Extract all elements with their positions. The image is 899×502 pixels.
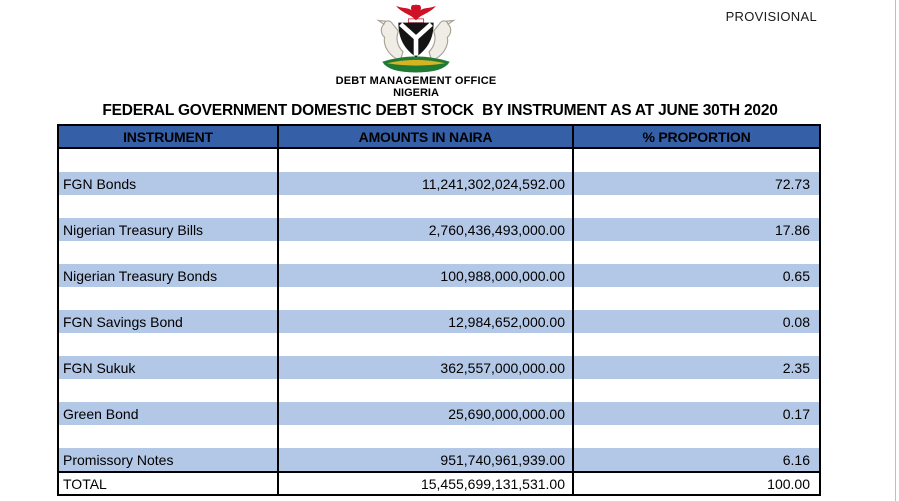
debt-table: INSTRUMENT AMOUNTS IN NAIRA % PROPORTION… xyxy=(57,124,821,496)
nigeria-coat-of-arms-icon xyxy=(376,4,456,73)
instrument-cell: Nigerian Treasury Bonds xyxy=(63,267,218,284)
table-row: FGN Savings Bond 12,984,652,000.00 0.08 xyxy=(59,310,819,333)
amount-cell: 12,984,652,000.00 xyxy=(277,310,574,333)
proportion-cell: 17.86 xyxy=(774,221,810,238)
proportion-cell: 2.35 xyxy=(782,359,810,376)
table-row: FGN Bonds 11,241,302,024,592.00 72.73 xyxy=(59,172,819,195)
amount-cell: 100,988,000,000.00 xyxy=(277,264,574,287)
instrument-cell: FGN Bonds xyxy=(63,175,137,192)
table-row: FGN Sukuk 362,557,000,000.00 2.35 xyxy=(59,356,819,379)
total-label: TOTAL xyxy=(63,475,107,492)
proportion-cell: 6.16 xyxy=(782,451,810,468)
total-proportion: 100.00 xyxy=(767,475,810,492)
page-title: FEDERAL GOVERNMENT DOMESTIC DEBT STOCK B… xyxy=(102,102,778,119)
spacer-row xyxy=(59,425,819,448)
column-header-proportion: % PROPORTION xyxy=(642,128,751,145)
instrument-cell: Promissory Notes xyxy=(63,451,174,468)
table-row: Green Bond 25,690,000,000.00 0.17 xyxy=(59,402,819,425)
instrument-cell: Nigerian Treasury Bills xyxy=(63,221,204,238)
page-edge-line xyxy=(895,0,896,502)
provisional-label: PROVISIONAL xyxy=(725,9,817,24)
total-amount: 15,455,699,131,531.00 xyxy=(277,473,574,494)
org-country: NIGERIA xyxy=(393,87,439,100)
column-header-instrument: INSTRUMENT xyxy=(123,128,213,145)
org-name: DEBT MANAGEMENT OFFICE xyxy=(335,75,497,87)
proportion-cell: 0.17 xyxy=(782,405,810,422)
proportion-cell: 0.08 xyxy=(782,313,810,330)
spacer-row xyxy=(59,333,819,356)
amount-cell: 951,740,961,939.00 xyxy=(277,448,574,471)
spacer-row xyxy=(59,287,819,310)
amount-cell: 362,557,000,000.00 xyxy=(277,356,574,379)
instrument-cell: FGN Sukuk xyxy=(63,359,136,376)
table-row: Promissory Notes 951,740,961,939.00 6.16 xyxy=(59,448,819,471)
spacer-row xyxy=(59,195,819,218)
proportion-cell: 0.65 xyxy=(782,267,810,284)
amount-cell: 2,760,436,493,000.00 xyxy=(277,218,574,241)
amount-cell: 11,241,302,024,592.00 xyxy=(277,172,574,195)
instrument-cell: FGN Savings Bond xyxy=(63,313,183,330)
column-header-amounts: AMOUNTS IN NAIRA xyxy=(277,126,574,147)
proportion-cell: 72.73 xyxy=(774,175,810,192)
amount-cell: 25,690,000,000.00 xyxy=(277,402,574,425)
table-header-row: INSTRUMENT AMOUNTS IN NAIRA % PROPORTION xyxy=(59,126,819,149)
table-row: Nigerian Treasury Bills 2,760,436,493,00… xyxy=(59,218,819,241)
table-total-row: TOTAL 15,455,699,131,531.00 100.00 xyxy=(59,471,819,494)
instrument-cell: Green Bond xyxy=(63,405,139,422)
spacer-row xyxy=(59,241,819,264)
spacer-row xyxy=(59,149,819,172)
spacer-row xyxy=(59,379,819,402)
table-row: Nigerian Treasury Bonds 100,988,000,000.… xyxy=(59,264,819,287)
dmo-logo: DEBT MANAGEMENT OFFICE NIGERIA xyxy=(316,2,516,99)
